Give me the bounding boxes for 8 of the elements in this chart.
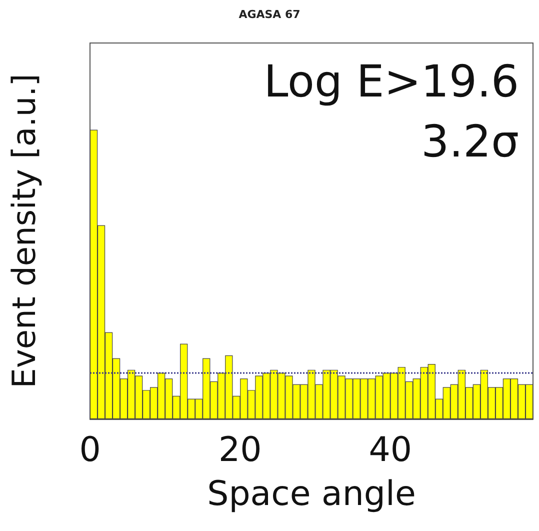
y-axis-title: Event density [a.u.] <box>5 74 43 388</box>
x-axis-title: Space angle <box>207 474 416 514</box>
x-tick-label: 40 <box>368 430 412 470</box>
x-tick-label: 0 <box>79 430 101 470</box>
chart-title: AGASA 67 <box>238 8 300 21</box>
text: Log E>19.6 <box>264 56 519 108</box>
annotation: 3.2σ <box>421 116 519 168</box>
x-tick-label: 20 <box>218 430 262 470</box>
